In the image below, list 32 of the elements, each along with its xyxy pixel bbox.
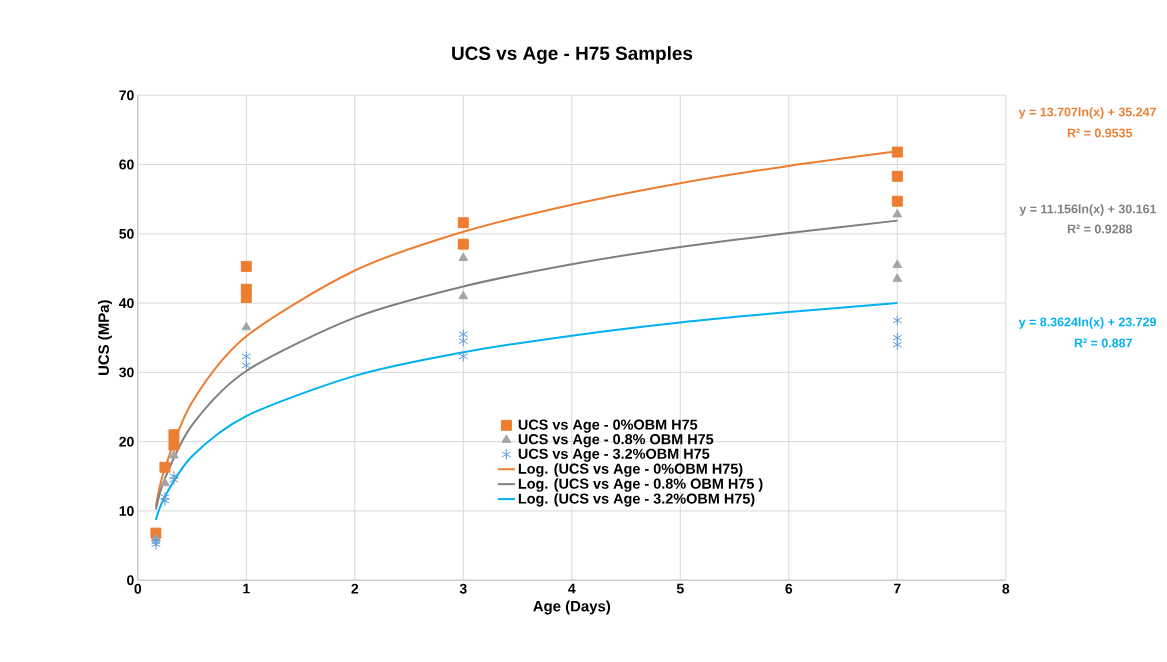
text: y = 11.156ln(x) + 30.161 xyxy=(1019,204,1157,216)
chart-title: UCS vs Age - H75 Samples xyxy=(452,46,693,64)
text: y = 8.3624ln(x) + 23.729 xyxy=(1018,317,1157,329)
y-axis-title: UCS (MPa) xyxy=(98,300,112,376)
legend-label: UCS vs Age - 0%OBM H75 xyxy=(518,419,698,433)
legend-label: Log. (UCS vs Age - 0.8% OBM H75 ) xyxy=(518,478,763,492)
text: R² = 0.887 xyxy=(1074,338,1132,348)
x-tick-label: 2 xyxy=(351,583,359,594)
y-tick-label: 30 xyxy=(119,367,134,378)
legend-label: UCS vs Age - 3.2%OBM H75 xyxy=(518,448,710,462)
y-tick-label: 40 xyxy=(118,298,134,309)
text: y = 13.707ln(x) + 35.247 xyxy=(1018,107,1156,119)
y-tick-label: 20 xyxy=(119,436,134,447)
x-tick-label: 4 xyxy=(568,583,576,594)
x-axis-title: Age (Days) xyxy=(533,600,611,615)
legend-label: Log. (UCS vs Age - 0%OBM H75) xyxy=(518,463,743,477)
y-tick-label: 10 xyxy=(119,505,134,516)
y-tick-label: 60 xyxy=(119,159,134,170)
x-tick-label: 3 xyxy=(459,583,467,594)
legend-label: Log. (UCS vs Age - 3.2%OBM H75) xyxy=(518,493,755,507)
legend-label: UCS vs Age - 0.8% OBM H75 xyxy=(518,434,714,448)
y-tick-label: 0 xyxy=(127,575,134,586)
text: R² = 0.9288 xyxy=(1067,224,1133,234)
text: R² = 0.9535 xyxy=(1067,128,1133,138)
x-tick-label: 1 xyxy=(243,583,250,594)
x-tick-label: 5 xyxy=(676,583,684,594)
x-tick-label: 8 xyxy=(1002,583,1010,594)
y-tick-label: 70 xyxy=(119,90,134,101)
y-tick-label: 50 xyxy=(119,228,134,239)
x-tick-label: 7 xyxy=(894,583,901,594)
x-tick-label: 0 xyxy=(134,583,142,594)
x-tick-label: 6 xyxy=(785,583,793,594)
